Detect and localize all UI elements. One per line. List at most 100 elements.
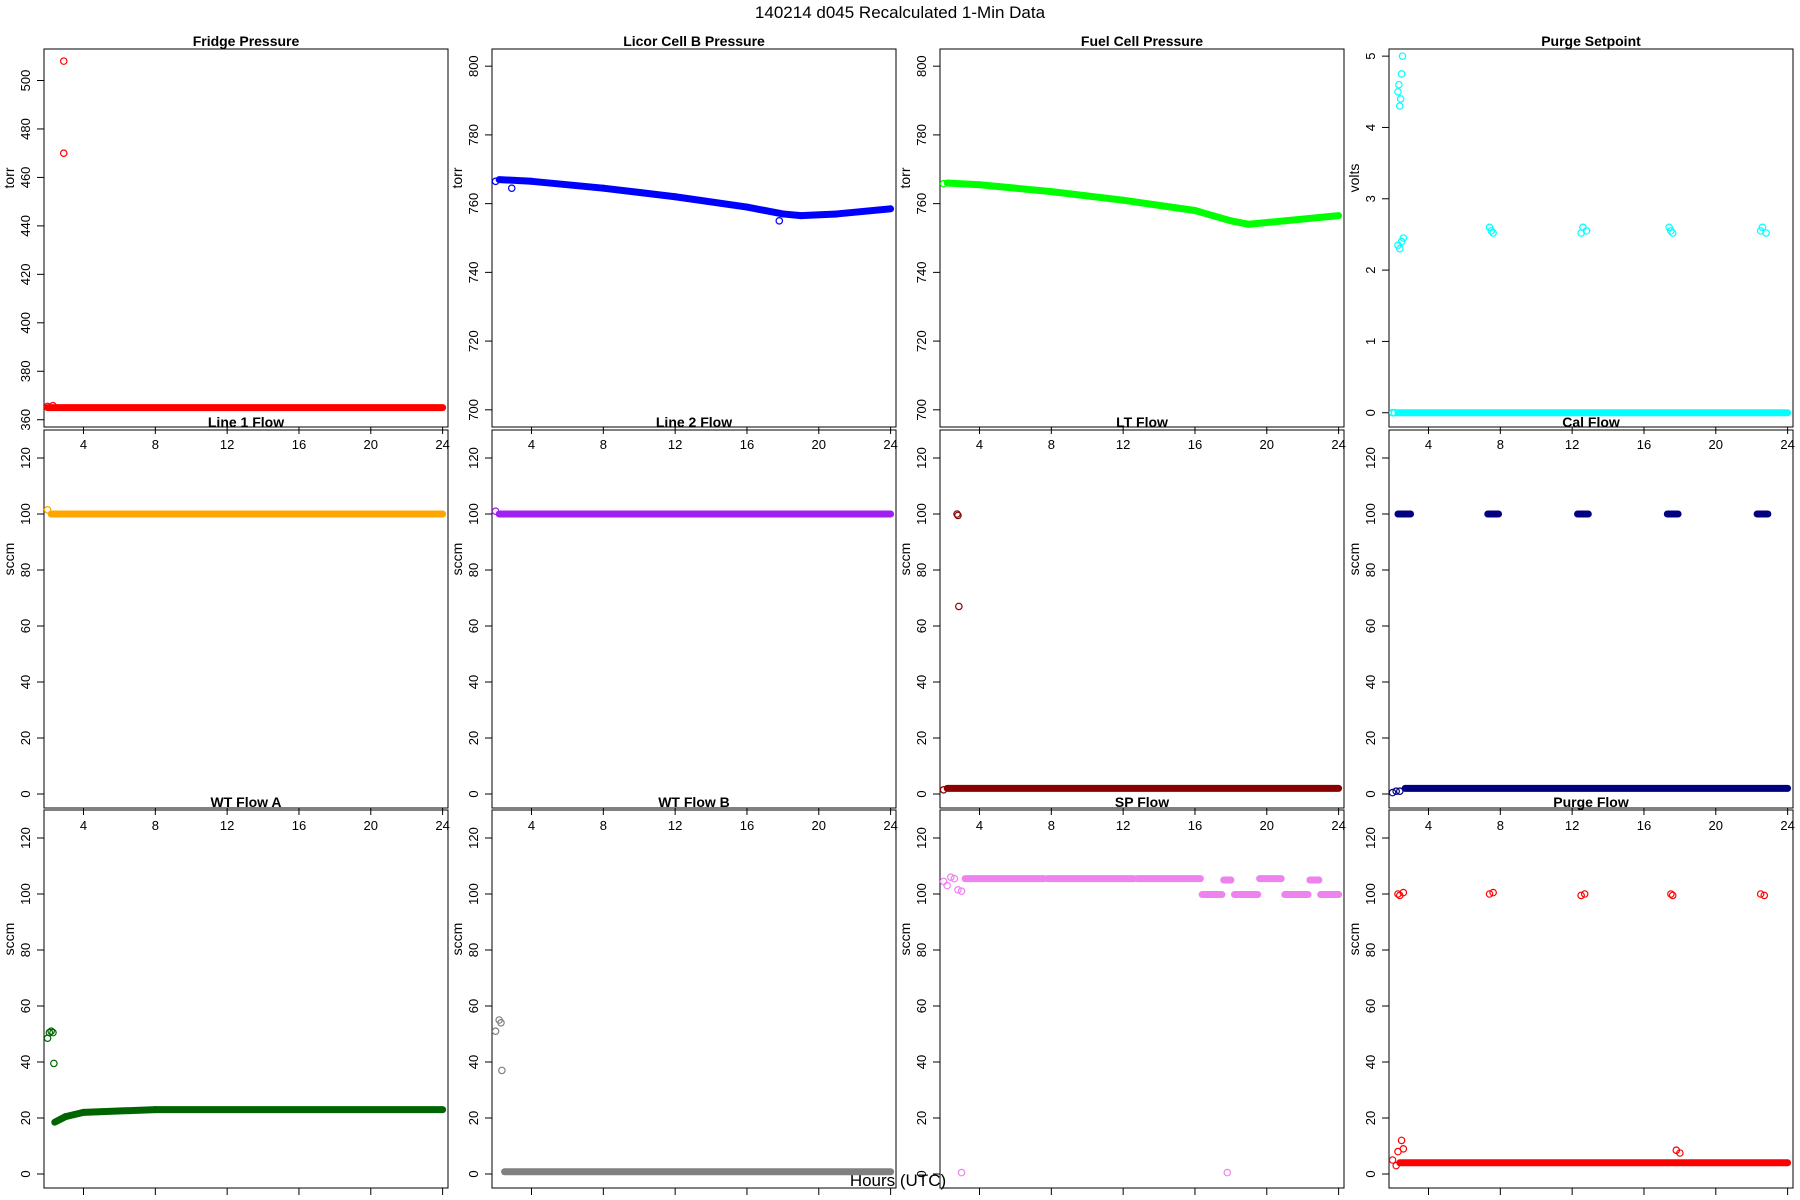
x-tick-label: 12 [1116, 1198, 1130, 1200]
x-tick-label: 12 [668, 818, 682, 833]
plot-frame [43, 809, 449, 1189]
x-tick-label: 24 [883, 1198, 897, 1200]
y-tick-label: 40 [466, 675, 481, 689]
x-tick-label: 12 [1565, 437, 1579, 452]
y-tick-label: 440 [18, 215, 33, 237]
plot-frame [939, 429, 1345, 809]
y-tick-label: 20 [466, 1111, 481, 1125]
y-tick-label: 40 [18, 675, 33, 689]
y-tick-label: 420 [18, 263, 33, 285]
data-band [833, 205, 895, 218]
data-point [1399, 1145, 1408, 1153]
data-point [1399, 888, 1408, 897]
x-tick-label: 4 [80, 437, 87, 452]
data-point [43, 402, 52, 411]
y-tick-label: 20 [1363, 731, 1378, 745]
plot-frame [43, 429, 449, 809]
plot-frame [1388, 429, 1794, 809]
data-point [1397, 1136, 1406, 1145]
x-tick-label: 8 [152, 818, 159, 833]
y-tick-label: 700 [914, 399, 929, 421]
data-point [1395, 102, 1404, 110]
data-band [797, 210, 841, 220]
y-tick-label: 0 [18, 790, 33, 797]
data-point [47, 1027, 55, 1036]
y-tick-label: 460 [18, 167, 33, 189]
data-point [1388, 788, 1397, 797]
x-tick-label: 4 [528, 818, 535, 833]
x-tick-label: 8 [152, 437, 159, 452]
y-axis-label: sccm [1346, 543, 1362, 576]
y-tick-label: 100 [466, 503, 481, 525]
x-tick-label: 12 [1565, 1198, 1579, 1200]
data-band [743, 203, 787, 218]
x-tick-label: 20 [1260, 1198, 1274, 1200]
data-series [1388, 52, 1792, 417]
data-series [491, 176, 895, 225]
chart-panel: SP Flow 4 8 12 16 20 24 0 20 40 60 80 100 120 sccm [897, 794, 1346, 1200]
data-band [671, 193, 751, 211]
y-axis-label: torr [897, 167, 913, 188]
data-point [1668, 229, 1677, 237]
y-tick-label: 120 [466, 447, 481, 469]
chart-panel: Line 2 Flow 4 8 12 16 20 24 0 20 40 60 80 100 120 sccm [449, 414, 898, 833]
y-tick-label: 20 [18, 1111, 33, 1125]
data-series [43, 1027, 447, 1126]
x-tick-label: 8 [1048, 818, 1055, 833]
data-series [939, 179, 1343, 228]
plot-frame [1388, 48, 1794, 428]
data-point [1390, 408, 1399, 417]
y-tick-label: 120 [18, 447, 33, 469]
x-tick-label: 16 [292, 437, 306, 452]
y-tick-label: 0 [466, 1170, 481, 1177]
y-tick-label: 60 [466, 999, 481, 1013]
data-point [1394, 87, 1402, 96]
y-tick-label: 40 [466, 1055, 481, 1069]
chart-panel: WT Flow A 4 8 12 16 20 24 0 20 40 60 80 100 120 sccm [1, 794, 450, 1200]
plot-frame [491, 429, 897, 809]
data-point [1579, 223, 1587, 232]
data-series [491, 507, 895, 518]
x-tick-label: 20 [364, 1198, 378, 1200]
y-tick-label: 0 [18, 1170, 33, 1177]
y-tick-label: 40 [914, 1055, 929, 1069]
data-point [939, 179, 948, 188]
data-point [59, 149, 68, 157]
y-tick-label: 120 [914, 827, 929, 849]
data-series [1388, 510, 1792, 797]
plot-frame [43, 48, 449, 428]
data-point [491, 1027, 500, 1036]
y-tick-label: 120 [1363, 447, 1378, 469]
y-tick-label: 80 [914, 943, 929, 957]
chart-title: Purge Flow [1553, 794, 1629, 810]
y-tick-label: 20 [466, 731, 481, 745]
data-point [1668, 891, 1677, 900]
data-point [946, 873, 955, 882]
x-tick-label: 16 [1188, 437, 1202, 452]
data-point [1392, 787, 1400, 796]
x-tick-label: 4 [528, 1198, 535, 1200]
y-tick-label: 1 [1363, 338, 1378, 345]
y-tick-label: 80 [18, 563, 33, 577]
x-tick-label: 4 [976, 1198, 983, 1200]
data-point [1398, 52, 1407, 60]
x-tick-label: 24 [1331, 437, 1345, 452]
chart-title: Cal Flow [1562, 414, 1620, 430]
y-tick-label: 60 [466, 619, 481, 633]
x-tick-label: 24 [1780, 1198, 1794, 1200]
data-band [976, 181, 1055, 196]
x-tick-label: 12 [1116, 818, 1130, 833]
data-point [1485, 890, 1494, 898]
x-tick-label: 20 [1709, 818, 1723, 833]
x-tick-label: 12 [220, 818, 234, 833]
x-tick-label: 8 [152, 1198, 159, 1200]
x-tick-label: 20 [812, 1198, 826, 1200]
x-tick-label: 20 [364, 437, 378, 452]
data-point [498, 1066, 506, 1075]
y-tick-label: 100 [18, 883, 33, 905]
x-tick-label: 8 [600, 1198, 607, 1200]
data-point [954, 885, 962, 894]
x-tick-label: 12 [220, 1198, 234, 1200]
x-tick-label: 4 [80, 818, 87, 833]
data-point [1487, 227, 1496, 235]
